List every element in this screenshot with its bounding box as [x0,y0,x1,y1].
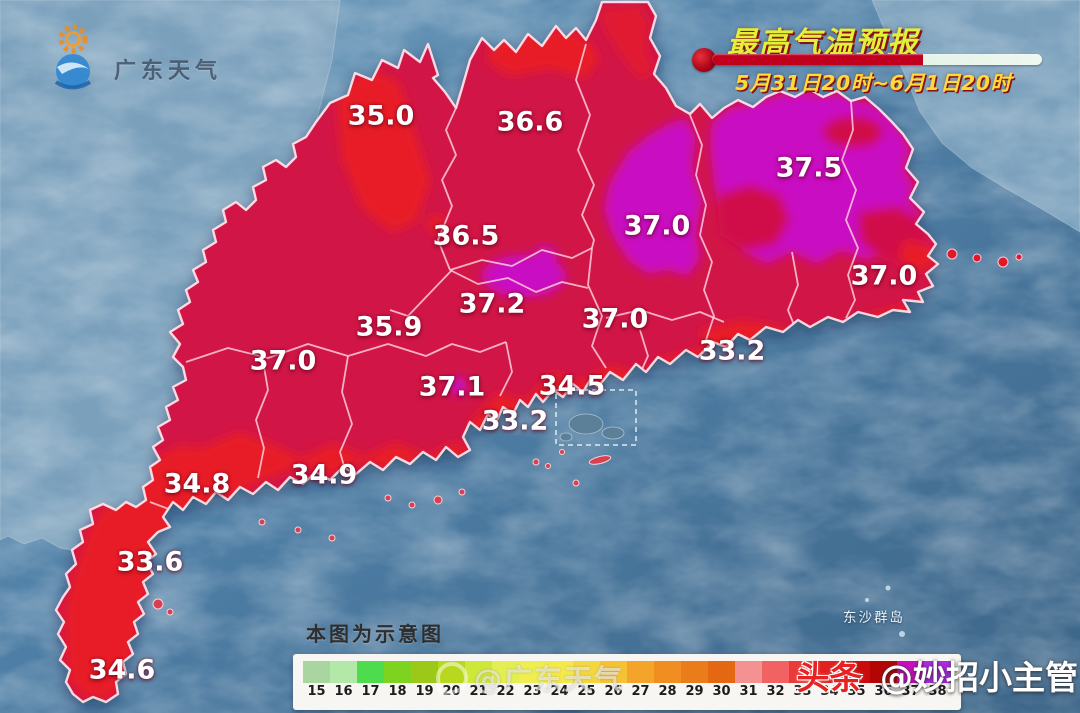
legend-swatch [816,661,843,683]
legend-tick: 22 [496,684,515,699]
temperature-label: 35.0 [347,100,415,132]
legend-swatch [708,661,735,683]
legend-tick: 19 [415,684,434,699]
temperature-label: 37.1 [418,371,486,403]
legend-tick: 23 [523,684,542,699]
weibo-icon [433,659,471,697]
legend-tick: 37 [901,684,920,699]
offshore-islands [152,248,1023,616]
temperature-label: 34.6 [88,654,156,686]
legend-swatch [573,661,600,683]
dongsha-islets [865,585,905,637]
legend-swatch [411,661,438,683]
source-watermark: 头条 @妙招小主管 [797,651,1079,699]
legend-tick: 16 [334,684,353,699]
legend-swatch [654,661,681,683]
hk-macau-dashed-box [555,389,637,446]
temperature-label: 36.5 [432,220,500,252]
legend-tick: 31 [739,684,758,699]
temperature-label: 37.2 [458,288,526,320]
temperature-label: 34.5 [538,370,606,402]
forecast-period: 5月31日20时~6月1日20时 [735,71,1012,95]
thermometer-tube [712,54,1042,65]
temperature-label: 34.9 [290,459,358,491]
prefecture-borders [149,43,859,515]
legend-tick: 27 [631,684,650,699]
map-note: 本图为示意图 [306,622,444,646]
legend-tick: 38 [928,684,947,699]
guangdong-province [54,0,940,704]
legend-tick-labels: 15 16 17 18 19 20 21 22 23 24 25 26 27 28 29 30 31 32 33 34… [303,684,951,699]
legend-swatch [762,661,789,683]
legend-tick: 21 [469,684,488,699]
legend-color-scale [303,661,951,683]
dongsha-islands-label: 东沙群岛 [843,610,905,626]
legend-swatch [465,661,492,683]
author-handle: @妙招小主管 [880,658,1078,697]
temperature-label: 33.2 [698,335,766,367]
weibo-handle: @广东天气 [474,663,625,696]
temperature-label: 37.5 [775,152,843,184]
gdweather-logo: 广东天气 [42,22,222,98]
temperature-label: 37.0 [249,345,317,377]
temperature-label: 33.2 [481,405,549,437]
gdweather-logo-text: 广东天气 [114,59,223,84]
legend-tick: 34 [820,684,839,699]
legend-swatch [627,661,654,683]
legend-tick: 33 [793,684,812,699]
legend-swatch [924,661,951,683]
legend-swatch [384,661,411,683]
thermometer-graphic [690,46,1050,74]
weibo-watermark: @广东天气 [433,658,625,698]
legend-swatch [735,661,762,683]
legend-tick: 25 [577,684,596,699]
legend-swatch [492,661,519,683]
legend-swatch [303,661,330,683]
legend-swatch [330,661,357,683]
legend-tick: 24 [550,684,569,699]
legend-tick: 29 [685,684,704,699]
province-outline [54,0,940,704]
legend-tick: 36 [874,684,893,699]
legend-swatch [897,661,924,683]
temperature-label: 37.0 [850,260,918,292]
legend-swatch [438,661,465,683]
legend-swatch [681,661,708,683]
legend-tick: 20 [442,684,461,699]
legend-tick: 15 [307,684,326,699]
legend-swatch [519,661,546,683]
legend-swatch [357,661,384,683]
legend-tick: 30 [712,684,731,699]
legend-swatch [546,661,573,683]
temperature-label: 35.9 [355,311,423,343]
temperature-label: 37.0 [581,303,649,335]
legend-swatch [870,661,897,683]
temperature-label: 36.6 [496,106,564,138]
legend-tick: 32 [766,684,785,699]
temperature-label: 34.8 [163,468,231,500]
legend-tick: 26 [604,684,623,699]
temperature-label: 37.0 [623,210,691,242]
legend-tick: 18 [388,684,407,699]
legend-swatch [600,661,627,683]
legend-swatch [843,661,870,683]
legend-tick: 35 [847,684,866,699]
gdweather-logo-icon [54,24,92,90]
legend-swatch [789,661,816,683]
legend-tick: 28 [658,684,677,699]
legend-tick: 17 [361,684,380,699]
temperature-label: 33.6 [116,546,184,578]
toutiao-brand: 头条 [796,658,863,697]
temperature-legend: 15 16 17 18 19 20 21 22 23 24 25 26 27 28 29 30 31 32 33 34… [293,654,961,710]
